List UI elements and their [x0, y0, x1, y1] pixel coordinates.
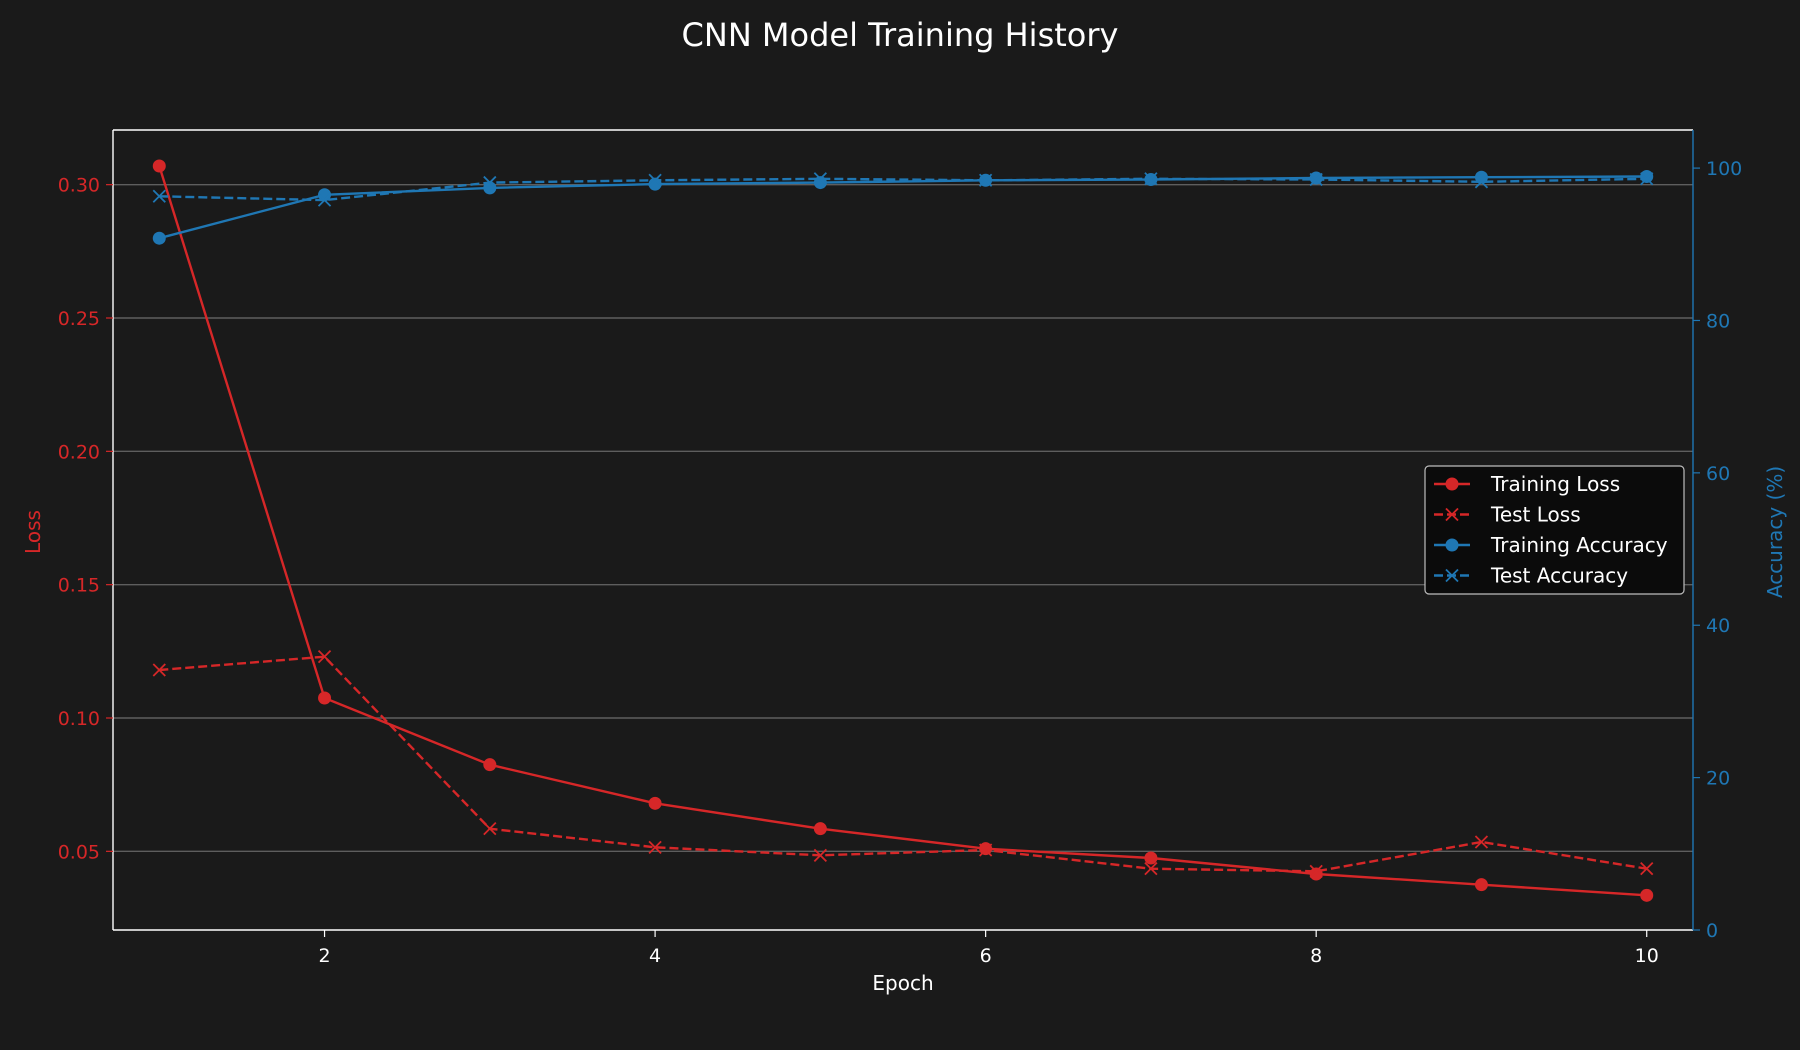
series-test-loss	[152, 650, 1654, 878]
left-tick-label: 0.20	[58, 441, 100, 463]
left-axis-label: Loss	[21, 510, 45, 554]
left-tick-label: 0.10	[58, 708, 100, 730]
data-point-test-accuracy	[152, 189, 166, 203]
x-tick-label: 6	[980, 945, 992, 967]
right-axis-label: Accuracy (%)	[1763, 466, 1787, 598]
x-tick-label: 4	[649, 945, 661, 967]
series-line-test-loss	[159, 655, 1647, 873]
data-point-test-loss	[483, 822, 497, 836]
data-point-training-loss	[1640, 888, 1654, 902]
series-test-accuracy	[152, 172, 1654, 207]
data-point-training-loss	[1474, 878, 1488, 892]
series-group	[152, 159, 1654, 902]
data-point-test-loss	[1144, 862, 1158, 876]
right-tick-label: 20	[1706, 768, 1730, 790]
legend-marker-test-accuracy	[1445, 568, 1459, 583]
data-point-test-accuracy	[1309, 172, 1323, 187]
x-tick-label: 10	[1635, 945, 1659, 967]
legend-marker-training-loss	[1445, 477, 1459, 491]
right-tick-label: 0	[1706, 920, 1718, 942]
left-tick-label: 0.25	[58, 308, 100, 330]
data-point-test-loss	[317, 650, 332, 664]
legend-label-test-loss: Test Loss	[1490, 503, 1581, 527]
data-point-test-accuracy	[1474, 175, 1489, 189]
chart-title: CNN Model Training History	[682, 16, 1119, 54]
axes: 0.05 0.10 0.15 0.20 0.25 0.30 0 20 40 60 80 100 2 4 6 8…	[58, 129, 1742, 967]
x-tick-label: 2	[319, 945, 331, 967]
data-point-test-loss	[1474, 835, 1489, 849]
data-point-training-accuracy	[1474, 170, 1488, 184]
data-point-test-accuracy	[813, 172, 828, 186]
data-point-training-loss	[1144, 851, 1158, 865]
data-point-training-accuracy	[1309, 171, 1323, 185]
data-point-test-accuracy	[978, 173, 993, 187]
left-tick-label: 0.05	[58, 841, 100, 863]
data-point-training-accuracy	[1640, 169, 1654, 183]
data-point-training-loss	[648, 796, 662, 810]
right-tick-label: 60	[1706, 463, 1730, 485]
data-point-test-loss	[978, 843, 993, 857]
left-tick-label: 0.15	[58, 575, 100, 597]
right-tick-label: 100	[1706, 158, 1742, 180]
data-point-training-loss	[152, 159, 166, 173]
legend-label-training-accuracy: Training Accuracy	[1490, 533, 1668, 557]
data-point-test-accuracy	[483, 175, 497, 190]
legend: Training Loss Test Loss Training Accuracy T…	[1424, 465, 1685, 595]
data-point-training-loss	[318, 691, 332, 705]
series-line-training-accuracy	[158, 175, 1647, 240]
legend-label-test-accuracy: Test Accuracy	[1490, 564, 1628, 588]
data-point-test-loss	[813, 848, 828, 862]
series-line-test-accuracy	[159, 177, 1647, 202]
series-training-loss	[152, 159, 1654, 902]
legend-marker-test-loss	[1445, 507, 1459, 522]
data-point-test-loss	[1309, 864, 1323, 878]
left-tick-label: 0.30	[58, 175, 100, 197]
right-tick-label: 40	[1706, 615, 1730, 637]
data-point-training-accuracy	[152, 231, 166, 245]
right-tick-label: 80	[1706, 310, 1730, 332]
x-tick-label: 8	[1310, 945, 1322, 967]
data-point-test-accuracy	[1640, 172, 1654, 186]
data-point-test-loss	[152, 663, 166, 677]
data-point-test-loss	[1640, 862, 1654, 876]
series-line-training-loss	[158, 165, 1647, 897]
legend-box	[1424, 465, 1685, 595]
data-point-test-accuracy	[1144, 172, 1158, 186]
data-point-training-loss	[979, 842, 993, 856]
x-axis-label: Epoch	[872, 971, 933, 995]
data-point-training-loss	[483, 758, 497, 772]
data-point-test-loss	[648, 840, 662, 854]
legend-marker-training-accuracy	[1445, 538, 1459, 552]
data-point-test-accuracy	[317, 193, 332, 207]
data-point-test-accuracy	[648, 173, 662, 187]
legend-label-training-loss: Training Loss	[1490, 472, 1620, 496]
data-point-training-loss	[813, 822, 827, 836]
